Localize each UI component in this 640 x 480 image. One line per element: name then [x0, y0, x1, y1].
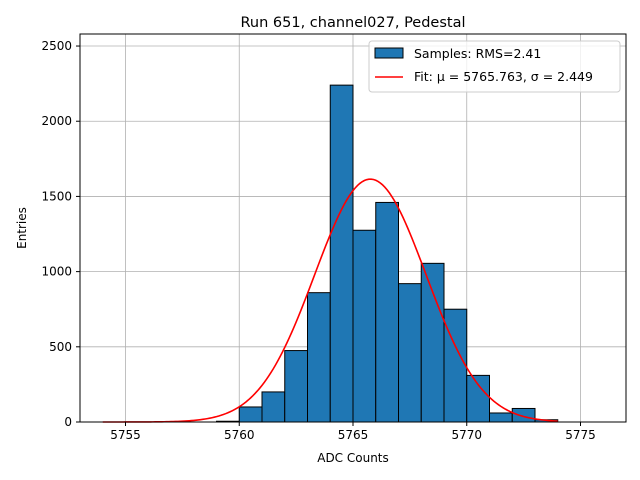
- x-tick-label: 5770: [451, 428, 482, 442]
- histogram-bar: [466, 374, 490, 423]
- y-tick-label: 1000: [41, 265, 72, 279]
- fit-curve-layer: [102, 178, 558, 423]
- histogram-bar: [261, 391, 286, 423]
- legend-label-fit: Fit: μ = 5765.763, σ = 2.449: [414, 69, 593, 84]
- chart-title: Run 651, channel027, Pedestal: [240, 15, 465, 31]
- legend-label-samples: Samples: RMS=2.41: [414, 46, 541, 61]
- histogram-bar: [489, 412, 513, 423]
- y-tick-label: 0: [64, 415, 72, 429]
- histogram-bar: [307, 292, 331, 423]
- histogram-bar: [329, 84, 354, 423]
- histogram-bar: [375, 201, 399, 423]
- y-tick-label: 1500: [41, 189, 72, 203]
- histogram-bar: [284, 350, 308, 423]
- histogram-bar: [443, 308, 468, 423]
- y-tick-label: 2500: [41, 39, 72, 53]
- y-ticks: 0 500 1000 1500 2000 2500: [41, 39, 80, 429]
- histogram-bar: [420, 262, 445, 423]
- x-axis-label: ADC Counts: [317, 451, 389, 465]
- histogram-bars: [216, 84, 559, 423]
- histogram-bar: [352, 229, 377, 423]
- histogram-bar: [238, 406, 263, 423]
- histogram-bar: [398, 283, 422, 423]
- histogram-bar: [511, 407, 536, 423]
- legend-frame: [368, 40, 621, 93]
- x-tick-label: 5765: [338, 428, 369, 442]
- gaussian-fit-line: [102, 178, 558, 423]
- y-tick-label: 2000: [41, 114, 72, 128]
- x-tick-label: 5760: [224, 428, 255, 442]
- legend: Samples: RMS=2.41 Fit: μ = 5765.763, σ =…: [368, 40, 621, 93]
- x-tick-label: 5755: [110, 428, 141, 442]
- x-tick-label: 5775: [565, 428, 596, 442]
- legend-swatch-samples: [374, 47, 404, 59]
- y-tick-label: 500: [49, 340, 72, 354]
- x-ticks: 5755 5760 5765 5770 5775: [110, 422, 596, 442]
- y-axis-label: Entries: [15, 207, 29, 249]
